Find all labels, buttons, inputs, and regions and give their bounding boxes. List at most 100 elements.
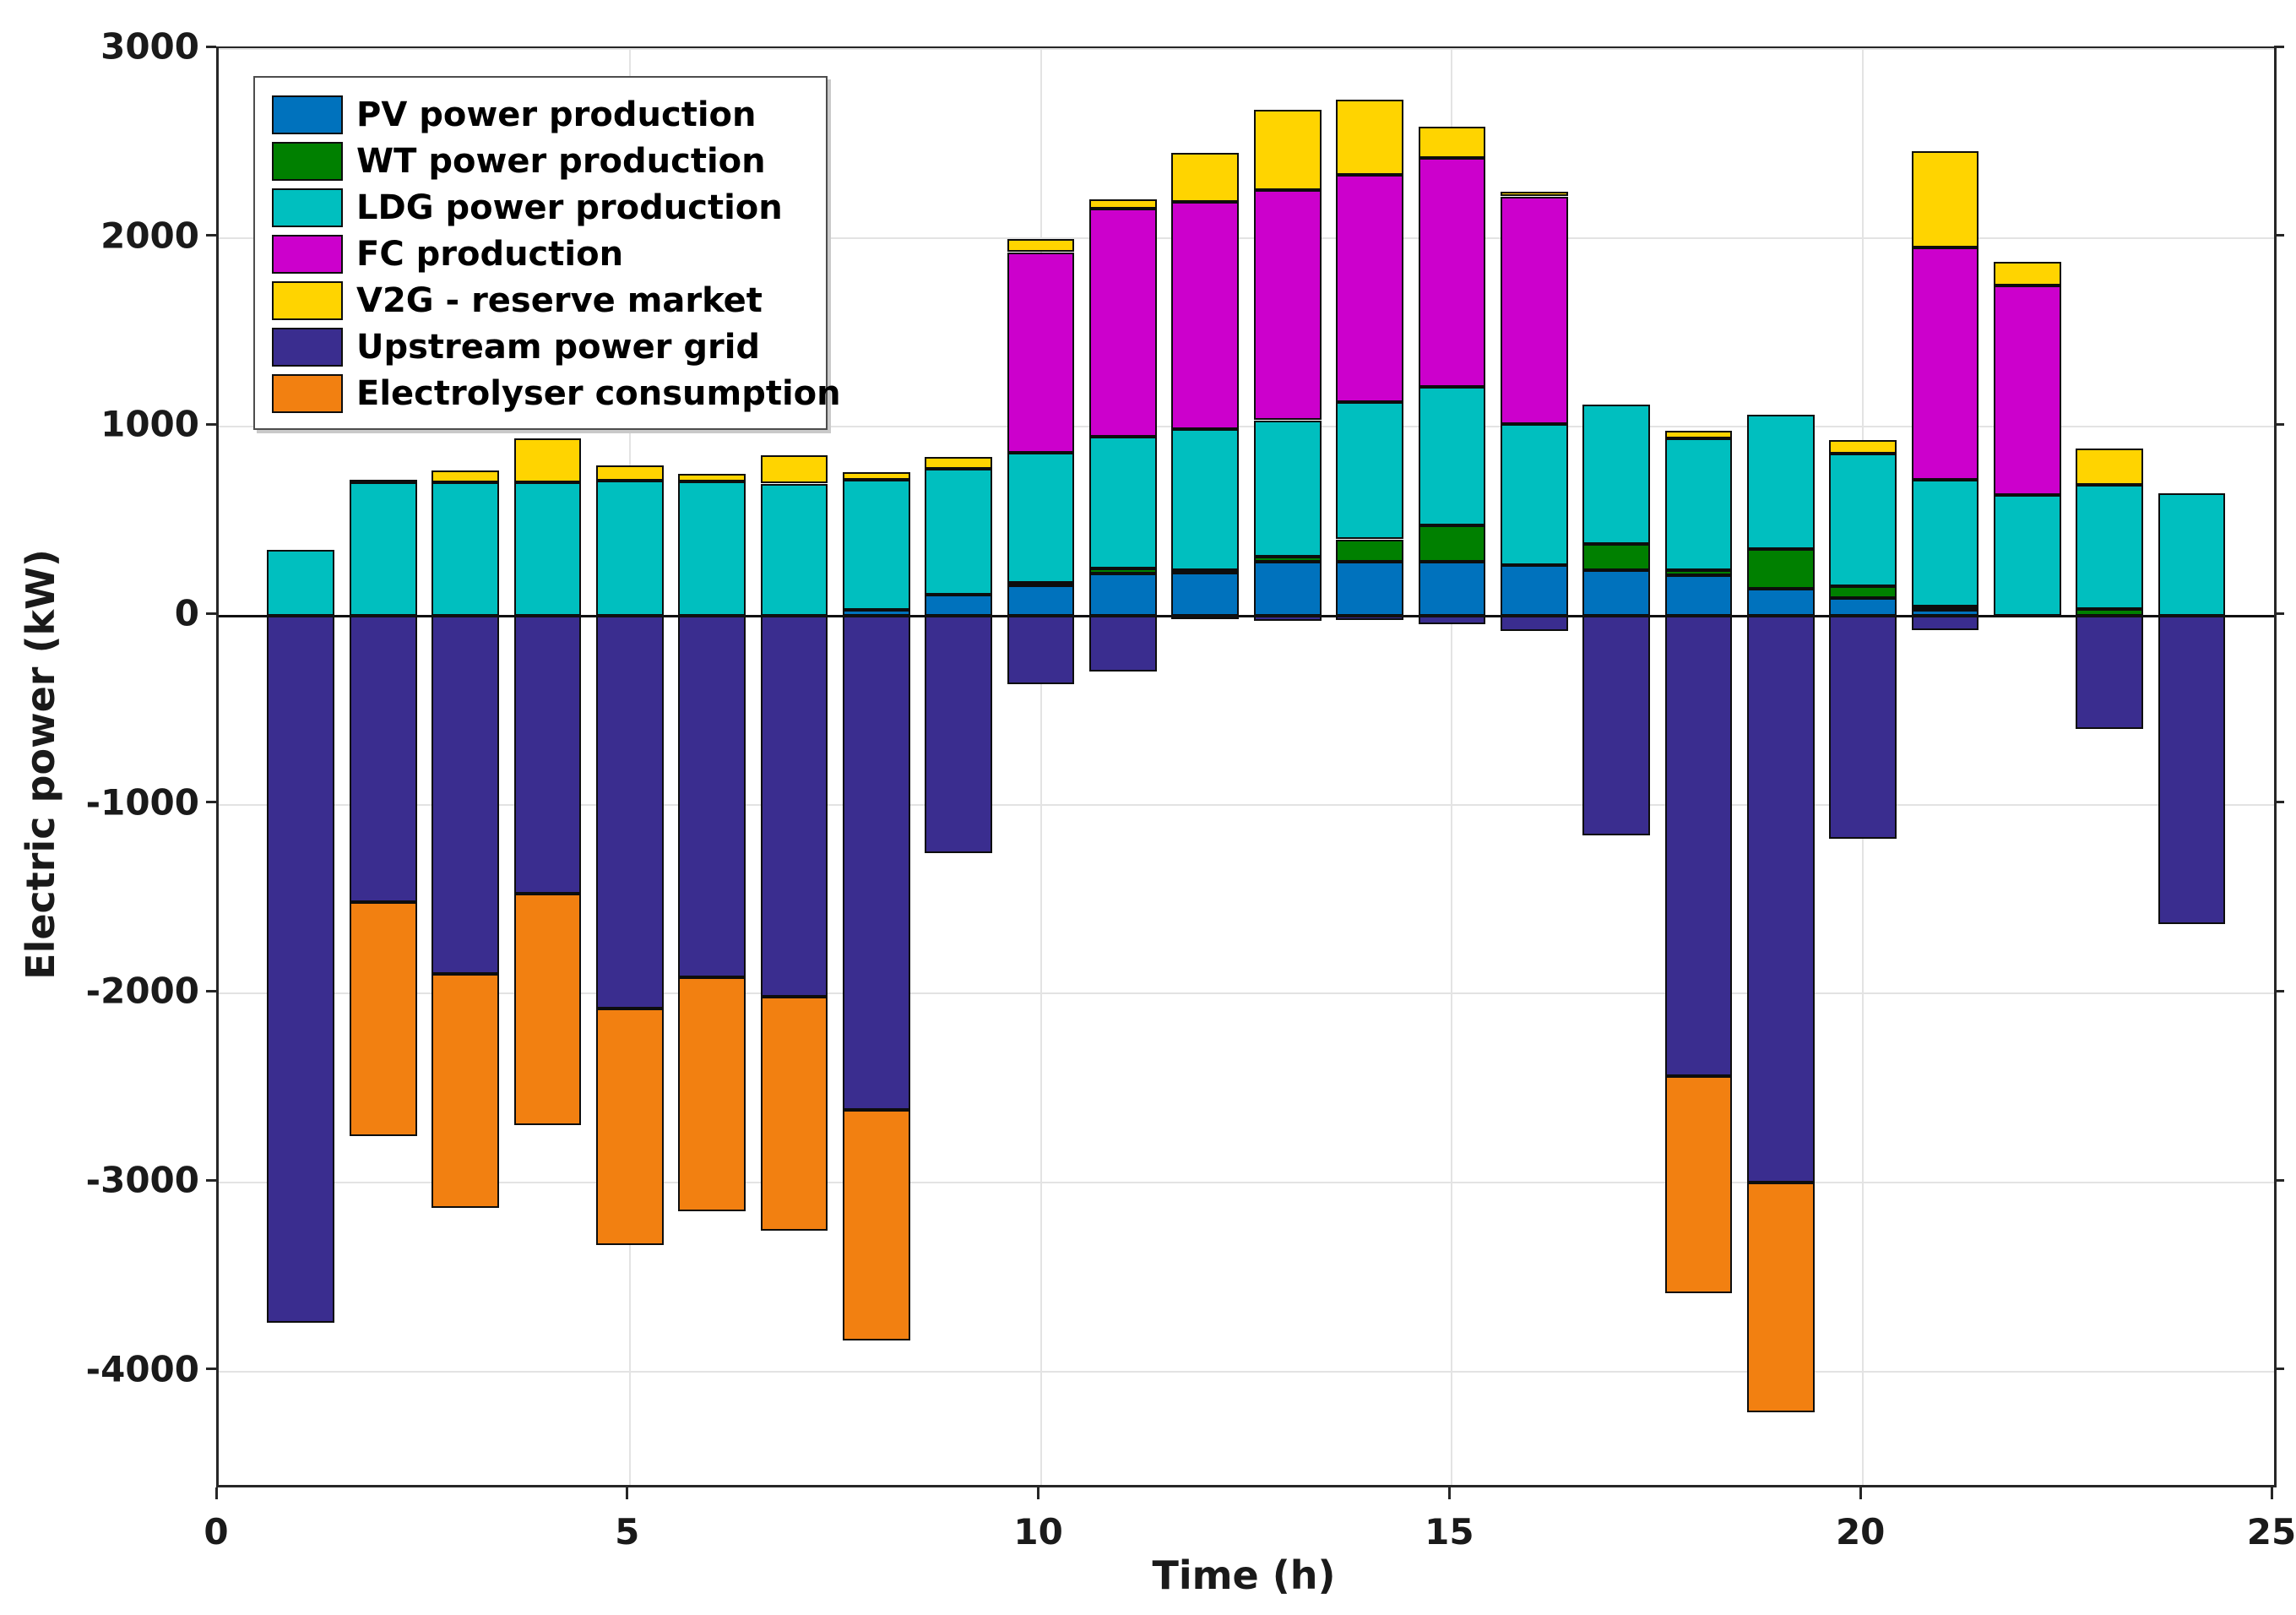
legend-label: LDG power production (356, 188, 783, 227)
bar-segment (1994, 261, 2061, 285)
bar-segment (595, 465, 664, 481)
bar-segment (595, 481, 664, 616)
bar-segment (843, 1110, 910, 1340)
h-gridline (219, 992, 2274, 995)
bar-segment (1089, 198, 1157, 209)
bar-segment (1336, 402, 1403, 540)
legend-label: FC production (356, 234, 624, 274)
bar-segment (1336, 539, 1403, 563)
y-tick-mark (206, 1178, 216, 1182)
x-axis-title: Time (h) (1152, 1552, 1336, 1598)
legend-item: V2G - reserve market (272, 277, 809, 324)
bar-segment (1007, 452, 1075, 583)
y-tick-mark (206, 1368, 216, 1371)
y-tick-mark-right (2274, 45, 2284, 48)
bar-segment (349, 480, 417, 483)
x-tick-mark (1859, 1487, 1862, 1499)
bar-segment (1746, 548, 1815, 589)
bar-segment (432, 482, 499, 617)
bar-segment (1089, 436, 1157, 569)
bar-segment (1911, 606, 1979, 611)
y-tick-label: -2000 (85, 970, 199, 1012)
legend-label: Electrolyser consumption (356, 373, 841, 413)
x-tick-label: 0 (204, 1511, 229, 1552)
x-tick-label: 20 (1835, 1511, 1886, 1552)
bar-segment (2158, 616, 2226, 924)
bar-segment (513, 438, 582, 483)
legend-item: LDG power production (272, 184, 809, 231)
bar-segment (2076, 484, 2144, 610)
bar-segment (1171, 153, 1240, 203)
y-tick-mark-right (2274, 422, 2284, 426)
bar-segment (1418, 616, 1486, 625)
x-tick-mark (1447, 1487, 1451, 1499)
bar-segment (1171, 570, 1240, 574)
h-gridline (219, 1370, 2274, 1373)
bar-segment (1911, 616, 1979, 630)
bar-segment (1829, 453, 1897, 587)
bar-segment (760, 616, 828, 997)
bar-segment (1171, 428, 1240, 571)
zero-axis-line (219, 614, 2274, 617)
bar-segment (1418, 525, 1486, 563)
y-tick-label: 1000 (100, 403, 199, 445)
bar-segment (1253, 556, 1322, 563)
legend-item: FC production (272, 231, 809, 277)
y-tick-label: 0 (174, 592, 199, 634)
bar-segment (1664, 616, 1733, 1076)
y-tick-mark-right (2274, 234, 2284, 237)
legend-item: WT power production (272, 138, 809, 184)
bar-segment (1500, 191, 1568, 197)
bar-segment (1007, 252, 1075, 453)
bar-segment (267, 549, 335, 617)
bar-segment (1911, 480, 1979, 606)
y-tick-mark (206, 989, 216, 992)
bar-segment (513, 482, 582, 617)
bar-segment (1007, 582, 1075, 586)
bar-segment (267, 616, 335, 1323)
v2g-swatch-icon (272, 280, 343, 320)
bar-segment (760, 483, 828, 617)
bar-segment (1829, 440, 1897, 454)
bar-segment (1418, 562, 1486, 617)
bar-segment (1500, 616, 1568, 631)
wt-swatch-icon (272, 141, 343, 181)
legend-label: WT power production (356, 141, 766, 181)
bar-segment (1664, 570, 1733, 575)
bar-segment (678, 977, 746, 1211)
bar-segment (432, 616, 499, 974)
bar-segment (1829, 586, 1897, 598)
bar-segment (349, 482, 417, 617)
y-tick-mark-right (2274, 801, 2284, 804)
bar-segment (1500, 196, 1568, 424)
bar-segment (1664, 1075, 1733, 1293)
bar-segment (1994, 285, 2061, 495)
bar-segment (1089, 209, 1157, 437)
y-tick-label: -1000 (85, 781, 199, 824)
bar-segment (925, 595, 993, 616)
bar-segment (760, 454, 828, 484)
y-tick-mark-right (2274, 612, 2284, 615)
bar-segment (1829, 597, 1897, 617)
bar-segment (1500, 564, 1568, 617)
y-tick-label: 2000 (100, 215, 199, 257)
v-gridline (1039, 49, 1042, 1485)
bar-segment (1664, 575, 1733, 617)
bar-segment (1336, 100, 1403, 175)
y-tick-mark (206, 45, 216, 48)
bar-segment (2158, 492, 2226, 617)
legend-item: Upstream power grid (272, 324, 809, 370)
bar-segment (1336, 174, 1403, 403)
bar-segment (678, 474, 746, 482)
bar-segment (1253, 420, 1322, 557)
bar-segment (843, 480, 910, 611)
bar-segment (1089, 616, 1157, 672)
x-tick-label: 15 (1425, 1511, 1474, 1552)
y-tick-mark (206, 422, 216, 426)
v-gridline (1451, 49, 1453, 1485)
legend-label: Upstream power grid (356, 327, 761, 367)
bar-segment (2076, 616, 2144, 730)
y-tick-mark (206, 234, 216, 237)
h-gridline (219, 803, 2274, 806)
bar-segment (1582, 404, 1650, 544)
